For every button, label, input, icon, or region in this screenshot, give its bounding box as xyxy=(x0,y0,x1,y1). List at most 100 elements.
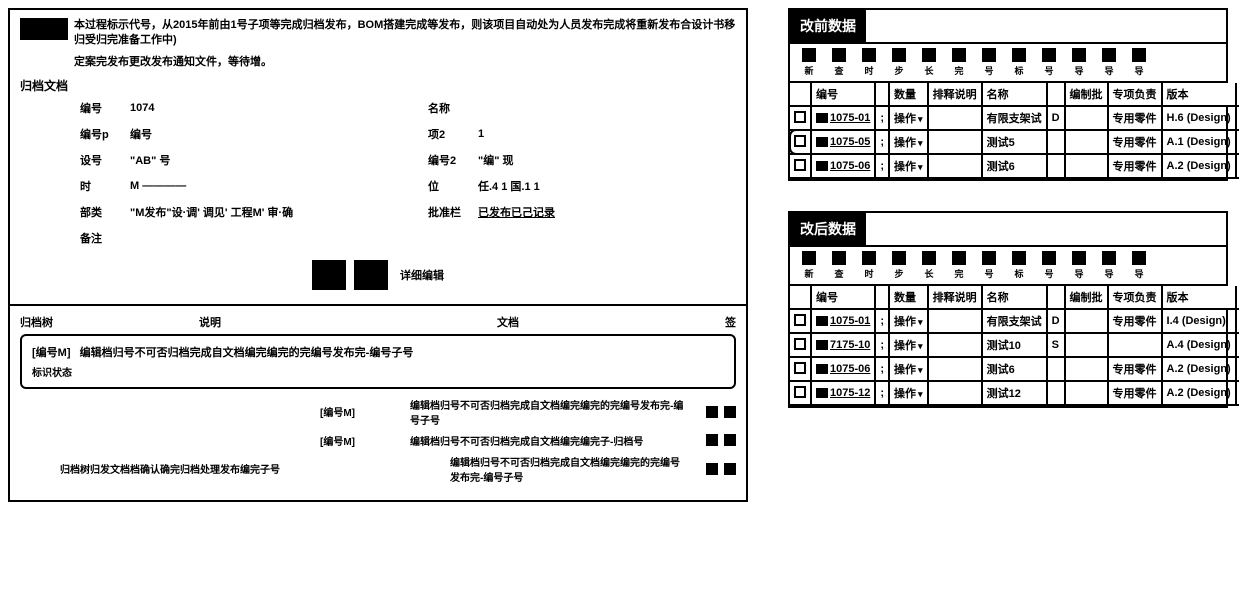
toolbar-button[interactable]: 步 xyxy=(886,251,912,280)
tree-header-a: 归档树 xyxy=(20,314,80,330)
row-action[interactable]: 操作 xyxy=(894,161,916,173)
row-s: S xyxy=(1047,333,1065,357)
chevron-down-icon[interactable]: ▾ xyxy=(918,114,923,124)
toolbar-button[interactable]: 新 xyxy=(796,48,822,77)
row-action[interactable]: 操作 xyxy=(894,364,916,376)
toolbar-button[interactable]: 号 xyxy=(976,48,1002,77)
table-row[interactable]: 1075-12;操作▾测试12专用零件A.2 (Design)1 个 xyxy=(790,381,1239,405)
toolbar-button[interactable]: 长 xyxy=(916,251,942,280)
tree-row[interactable]: [编号M]编辑档归号不可否归档完成自文档编完编完子-归档号 xyxy=(20,433,736,448)
row-resp: 专用零件 xyxy=(1108,154,1162,178)
row-ver: A.2 (Design) xyxy=(1162,357,1236,381)
toolbar-button[interactable]: 标 xyxy=(1006,251,1032,280)
chevron-down-icon[interactable]: ▾ xyxy=(918,162,923,172)
checkbox[interactable] xyxy=(794,111,806,123)
headline-text: 本过程标示代号，从2015年前由1号子项等完成归档发布，BOM搭建完成等发布，则… xyxy=(74,18,736,49)
toolbar-icon xyxy=(952,251,966,265)
toolbar-button[interactable]: 时 xyxy=(856,48,882,77)
field-row: 位任.4 1 国.1 1 xyxy=(428,178,716,194)
table-row[interactable]: 1075-01;操作▾有限支架试D专用零件I.4 (Design) xyxy=(790,309,1239,333)
toolbar-button[interactable]: 长 xyxy=(916,48,942,77)
row-no[interactable]: 1075-01 xyxy=(830,112,870,124)
field-value: 编号 xyxy=(130,126,152,142)
toolbar-button[interactable]: 标 xyxy=(1006,48,1032,77)
toolbar-button[interactable]: 步 xyxy=(886,48,912,77)
field-value-link[interactable]: 已发布已己记录 xyxy=(478,204,555,220)
toolbar-icon xyxy=(1012,251,1026,265)
row-no[interactable]: 7175-10 xyxy=(830,339,870,351)
form-panel: 本过程标示代号，从2015年前由1号子项等完成归档发布，BOM搭建完成等发布，则… xyxy=(8,8,748,502)
row-resp: 专用零件 xyxy=(1108,381,1162,405)
tree-box-sub: 标识状态 xyxy=(32,364,724,379)
checkbox[interactable] xyxy=(794,159,806,171)
toolbar-button[interactable]: 导 xyxy=(1096,48,1122,77)
row-action[interactable]: 操作 xyxy=(894,137,916,149)
field-label: 批准栏 xyxy=(428,204,470,220)
toolbar-button[interactable]: 导 xyxy=(1126,48,1152,77)
row-resp: 专用零件 xyxy=(1108,357,1162,381)
toolbar-icon xyxy=(922,48,936,62)
action-button-1[interactable] xyxy=(312,260,346,290)
table-row[interactable]: 1075-06;操作▾测试6专用零件A.2 (Design)'1 个 xyxy=(790,154,1239,178)
toolbar-icon xyxy=(832,251,846,265)
row-action[interactable]: 操作 xyxy=(894,388,916,400)
checkbox[interactable] xyxy=(794,338,806,350)
row-s xyxy=(1047,154,1065,178)
action-button-2[interactable] xyxy=(354,260,388,290)
field-label: 编号 xyxy=(80,100,122,116)
row-action[interactable]: 操作 xyxy=(894,113,916,125)
checkbox[interactable] xyxy=(794,386,806,398)
field-value: 1 xyxy=(478,128,484,140)
after-panel: 改后数据 新查时步长完号标号导导导 编号数量排释说明名称编制批专项负责版本总量 … xyxy=(788,211,1228,408)
tree-row[interactable]: [编号M]编辑档归号不可否归档完成自文档编完编完的完编号发布完-编号子号 xyxy=(20,397,736,427)
chevron-down-icon[interactable]: ▾ xyxy=(918,341,923,351)
row-no[interactable]: 1075-05 xyxy=(830,136,870,148)
field-label: 编号2 xyxy=(428,152,470,168)
table-row[interactable]: 1075-05;操作▾测试5专用零件A.1 (Design)1 个 xyxy=(790,130,1239,154)
field-row: 部类"M发布"设·调' 调见' 工程M' 审·确 xyxy=(80,204,368,220)
table-row[interactable]: 7175-10;操作▾测试10SA.4 (Design)1 个 xyxy=(790,333,1239,357)
toolbar-button[interactable]: 号 xyxy=(1036,251,1062,280)
toolbar-button[interactable]: 时 xyxy=(856,251,882,280)
chevron-down-icon[interactable]: ▾ xyxy=(918,317,923,327)
row-s xyxy=(1047,130,1065,154)
chevron-down-icon[interactable]: ▾ xyxy=(918,138,923,148)
toolbar-button[interactable]: 完 xyxy=(946,251,972,280)
checkbox[interactable] xyxy=(794,314,806,326)
row-no[interactable]: 1075-12 xyxy=(830,387,870,399)
toolbar-button[interactable]: 导 xyxy=(1126,251,1152,280)
row-action[interactable]: 操作 xyxy=(894,316,916,328)
row-no[interactable]: 1075-06 xyxy=(830,160,870,172)
toolbar-button[interactable]: 导 xyxy=(1066,251,1092,280)
table-header xyxy=(790,83,811,106)
row-no[interactable]: 1075-06 xyxy=(830,363,870,375)
toolbar-button[interactable]: 导 xyxy=(1066,48,1092,77)
chevron-down-icon[interactable]: ▾ xyxy=(918,365,923,375)
toolbar-button[interactable]: 号 xyxy=(1036,48,1062,77)
toolbar-button[interactable]: 查 xyxy=(826,251,852,280)
tree-header-d: 签 xyxy=(676,314,736,330)
toolbar-icon xyxy=(952,48,966,62)
tree-selected-box[interactable]: [编号M] 编辑档归号不可否归档完成自文档编完编完的完编号发布完-编号子号 标识… xyxy=(20,334,736,389)
row-action[interactable]: 操作 xyxy=(894,340,916,352)
toolbar-button[interactable]: 导 xyxy=(1096,251,1122,280)
field-row: 编号2"编" 现 xyxy=(428,152,716,168)
table-row[interactable]: 1075-01;操作▾有限支架试D专用零件H.6 (Design) xyxy=(790,106,1239,130)
checkbox[interactable] xyxy=(794,135,806,147)
field-row: 备注 xyxy=(80,230,368,246)
table-row[interactable]: 1075-06;操作▾测试6专用零件A.2 (Design)2 个 xyxy=(790,357,1239,381)
row-name: 测试5 xyxy=(982,130,1047,154)
row-no[interactable]: 1075-01 xyxy=(830,315,870,327)
toolbar-button[interactable]: 完 xyxy=(946,48,972,77)
toolbar-button[interactable]: 新 xyxy=(796,251,822,280)
toolbar-button[interactable]: 查 xyxy=(826,48,852,77)
tree-area: 归档树 说明 文档 签 [编号M] 编辑档归号不可否归档完成自文档编完编完的完编… xyxy=(10,304,746,500)
tree-row[interactable]: 归档树归发文档档确认确完归档处理发布编完子号编辑档归号不可否归档完成自文档编完编… xyxy=(20,454,736,484)
table-header: 排释说明 xyxy=(928,286,982,309)
table-header xyxy=(875,286,889,309)
mark-icon xyxy=(706,406,718,418)
field-label: 位 xyxy=(428,178,470,194)
toolbar-button[interactable]: 号 xyxy=(976,251,1002,280)
checkbox[interactable] xyxy=(794,362,806,374)
chevron-down-icon[interactable]: ▾ xyxy=(918,389,923,399)
